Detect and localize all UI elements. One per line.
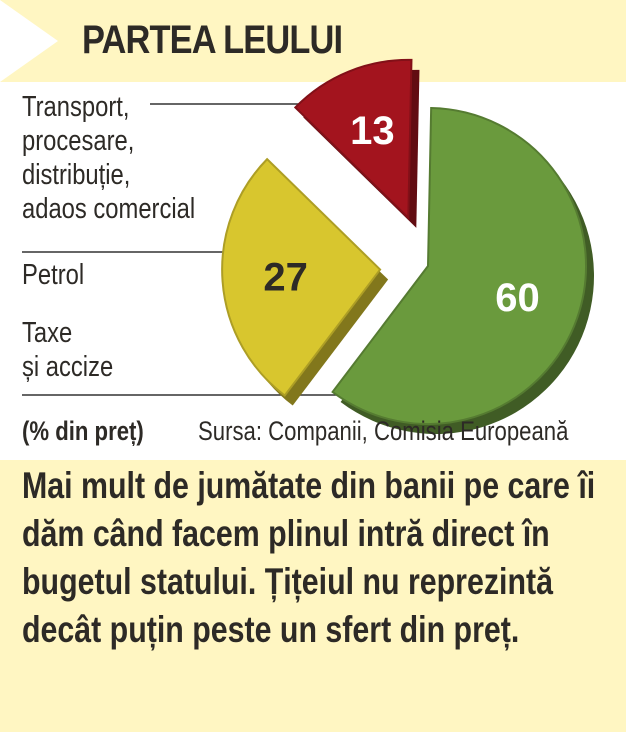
slice-value-transport: 13 [350, 109, 395, 153]
pie-slice-petrol [221, 157, 382, 397]
slice-label-taxe: Taxe și accize [22, 317, 114, 383]
page-title: PARTEA LEULUI [82, 18, 343, 62]
pie-slice-transport [293, 58, 413, 221]
header-band: PARTEA LEULUI [0, 0, 626, 82]
header-tab-marker [0, 0, 58, 82]
slice-value-petrol: 27 [263, 256, 308, 300]
chart-source: Sursa: Companii, Comisia Europeană [198, 416, 569, 446]
slice-value-taxe: 60 [495, 276, 540, 320]
slice-label-transport: Transport, procesare, distribuție, adaos… [22, 91, 196, 225]
slice-label-petrol: Petrol [22, 259, 85, 291]
pie-chart: 13 27 60 [22, 58, 595, 434]
unit-note: (% din preț) [22, 416, 144, 446]
pie-slice-taxe [331, 107, 587, 425]
caption-text: Mai mult de jumătate din banii pe care î… [22, 465, 596, 650]
caption-band [0, 460, 626, 732]
